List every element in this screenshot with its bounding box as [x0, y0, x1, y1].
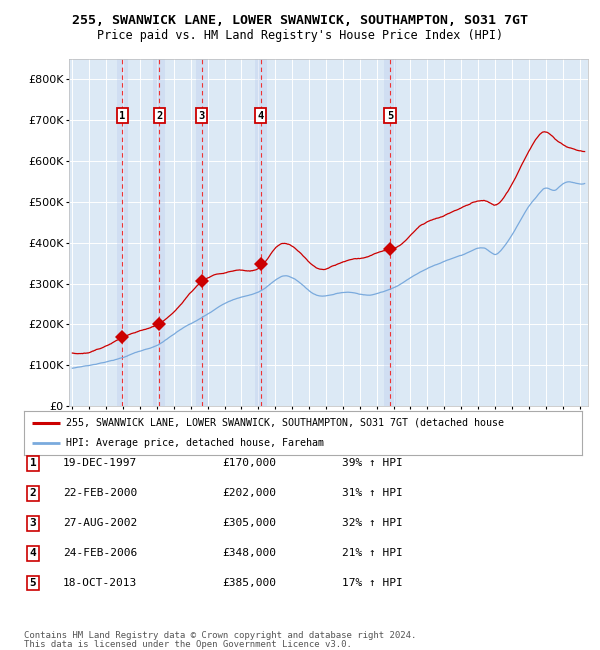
- Text: 3: 3: [29, 518, 37, 528]
- Text: 4: 4: [257, 111, 264, 121]
- Text: 1: 1: [119, 111, 125, 121]
- Text: HPI: Average price, detached house, Fareham: HPI: Average price, detached house, Fare…: [66, 438, 324, 448]
- Text: 255, SWANWICK LANE, LOWER SWANWICK, SOUTHAMPTON, SO31 7GT (detached house: 255, SWANWICK LANE, LOWER SWANWICK, SOUT…: [66, 418, 504, 428]
- Text: This data is licensed under the Open Government Licence v3.0.: This data is licensed under the Open Gov…: [24, 640, 352, 649]
- Text: £348,000: £348,000: [222, 548, 276, 558]
- Text: 24-FEB-2006: 24-FEB-2006: [63, 548, 137, 558]
- Text: 19-DEC-1997: 19-DEC-1997: [63, 458, 137, 469]
- Text: 2: 2: [156, 111, 163, 121]
- Bar: [154, 58, 165, 406]
- Text: 5: 5: [387, 111, 394, 121]
- Text: 3: 3: [199, 111, 205, 121]
- Text: 32% ↑ HPI: 32% ↑ HPI: [342, 518, 403, 528]
- Bar: [116, 58, 128, 406]
- Bar: [255, 58, 266, 406]
- Bar: [196, 58, 208, 406]
- Text: 5: 5: [29, 578, 37, 588]
- Text: £202,000: £202,000: [222, 488, 276, 499]
- Text: 21% ↑ HPI: 21% ↑ HPI: [342, 548, 403, 558]
- Text: 4: 4: [29, 548, 37, 558]
- Text: 17% ↑ HPI: 17% ↑ HPI: [342, 578, 403, 588]
- Text: 1: 1: [29, 458, 37, 469]
- Text: Contains HM Land Registry data © Crown copyright and database right 2024.: Contains HM Land Registry data © Crown c…: [24, 631, 416, 640]
- Text: £305,000: £305,000: [222, 518, 276, 528]
- Text: 22-FEB-2000: 22-FEB-2000: [63, 488, 137, 499]
- Text: 39% ↑ HPI: 39% ↑ HPI: [342, 458, 403, 469]
- Text: Price paid vs. HM Land Registry's House Price Index (HPI): Price paid vs. HM Land Registry's House …: [97, 29, 503, 42]
- Text: 31% ↑ HPI: 31% ↑ HPI: [342, 488, 403, 499]
- Text: £385,000: £385,000: [222, 578, 276, 588]
- Text: 2: 2: [29, 488, 37, 499]
- Text: 255, SWANWICK LANE, LOWER SWANWICK, SOUTHAMPTON, SO31 7GT: 255, SWANWICK LANE, LOWER SWANWICK, SOUT…: [72, 14, 528, 27]
- Text: 27-AUG-2002: 27-AUG-2002: [63, 518, 137, 528]
- Text: £170,000: £170,000: [222, 458, 276, 469]
- Bar: [384, 58, 396, 406]
- Text: 18-OCT-2013: 18-OCT-2013: [63, 578, 137, 588]
